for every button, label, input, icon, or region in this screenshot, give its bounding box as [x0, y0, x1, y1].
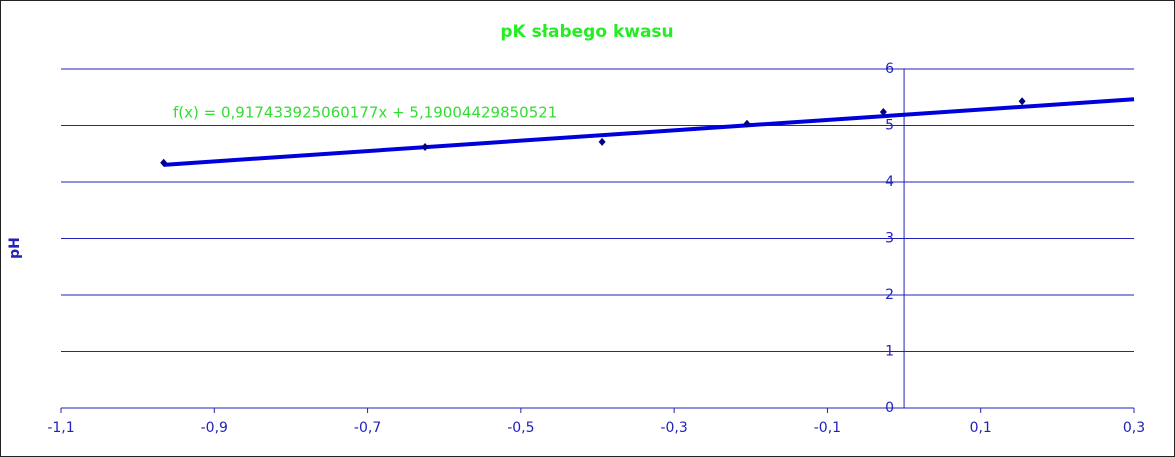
y-tick-label: 4 — [885, 174, 894, 190]
y-tick-label: 3 — [885, 231, 894, 247]
y-tick-label: 6 — [885, 61, 894, 77]
y-tick-label: 5 — [885, 118, 894, 134]
x-tick-label: -0,1 — [814, 420, 841, 436]
x-tick-label: -0,9 — [201, 420, 228, 436]
data-point — [421, 142, 429, 151]
data-point — [743, 119, 751, 128]
x-tick-label: 0,1 — [970, 420, 992, 436]
data-point — [598, 137, 606, 146]
trendline — [163, 97, 1135, 167]
x-tick-label: 0,3 — [1123, 420, 1145, 436]
x-tick-label: -1,1 — [47, 420, 74, 436]
x-tick-label: -0,3 — [660, 420, 687, 436]
x-tick-label: -0,5 — [507, 420, 534, 436]
trendline-label: f(x) = 0,917433925060177x + 5,1900442985… — [173, 104, 557, 122]
y-tick-label: 1 — [885, 344, 894, 360]
chart-title: pK słabego kwasu — [500, 22, 673, 42]
y-tick-label: 2 — [885, 287, 894, 303]
data-point — [160, 158, 168, 167]
data-point — [1018, 97, 1026, 106]
data-point — [879, 107, 887, 116]
y-axis-label: pH — [7, 237, 23, 259]
x-tick-label: -0,7 — [354, 420, 381, 436]
